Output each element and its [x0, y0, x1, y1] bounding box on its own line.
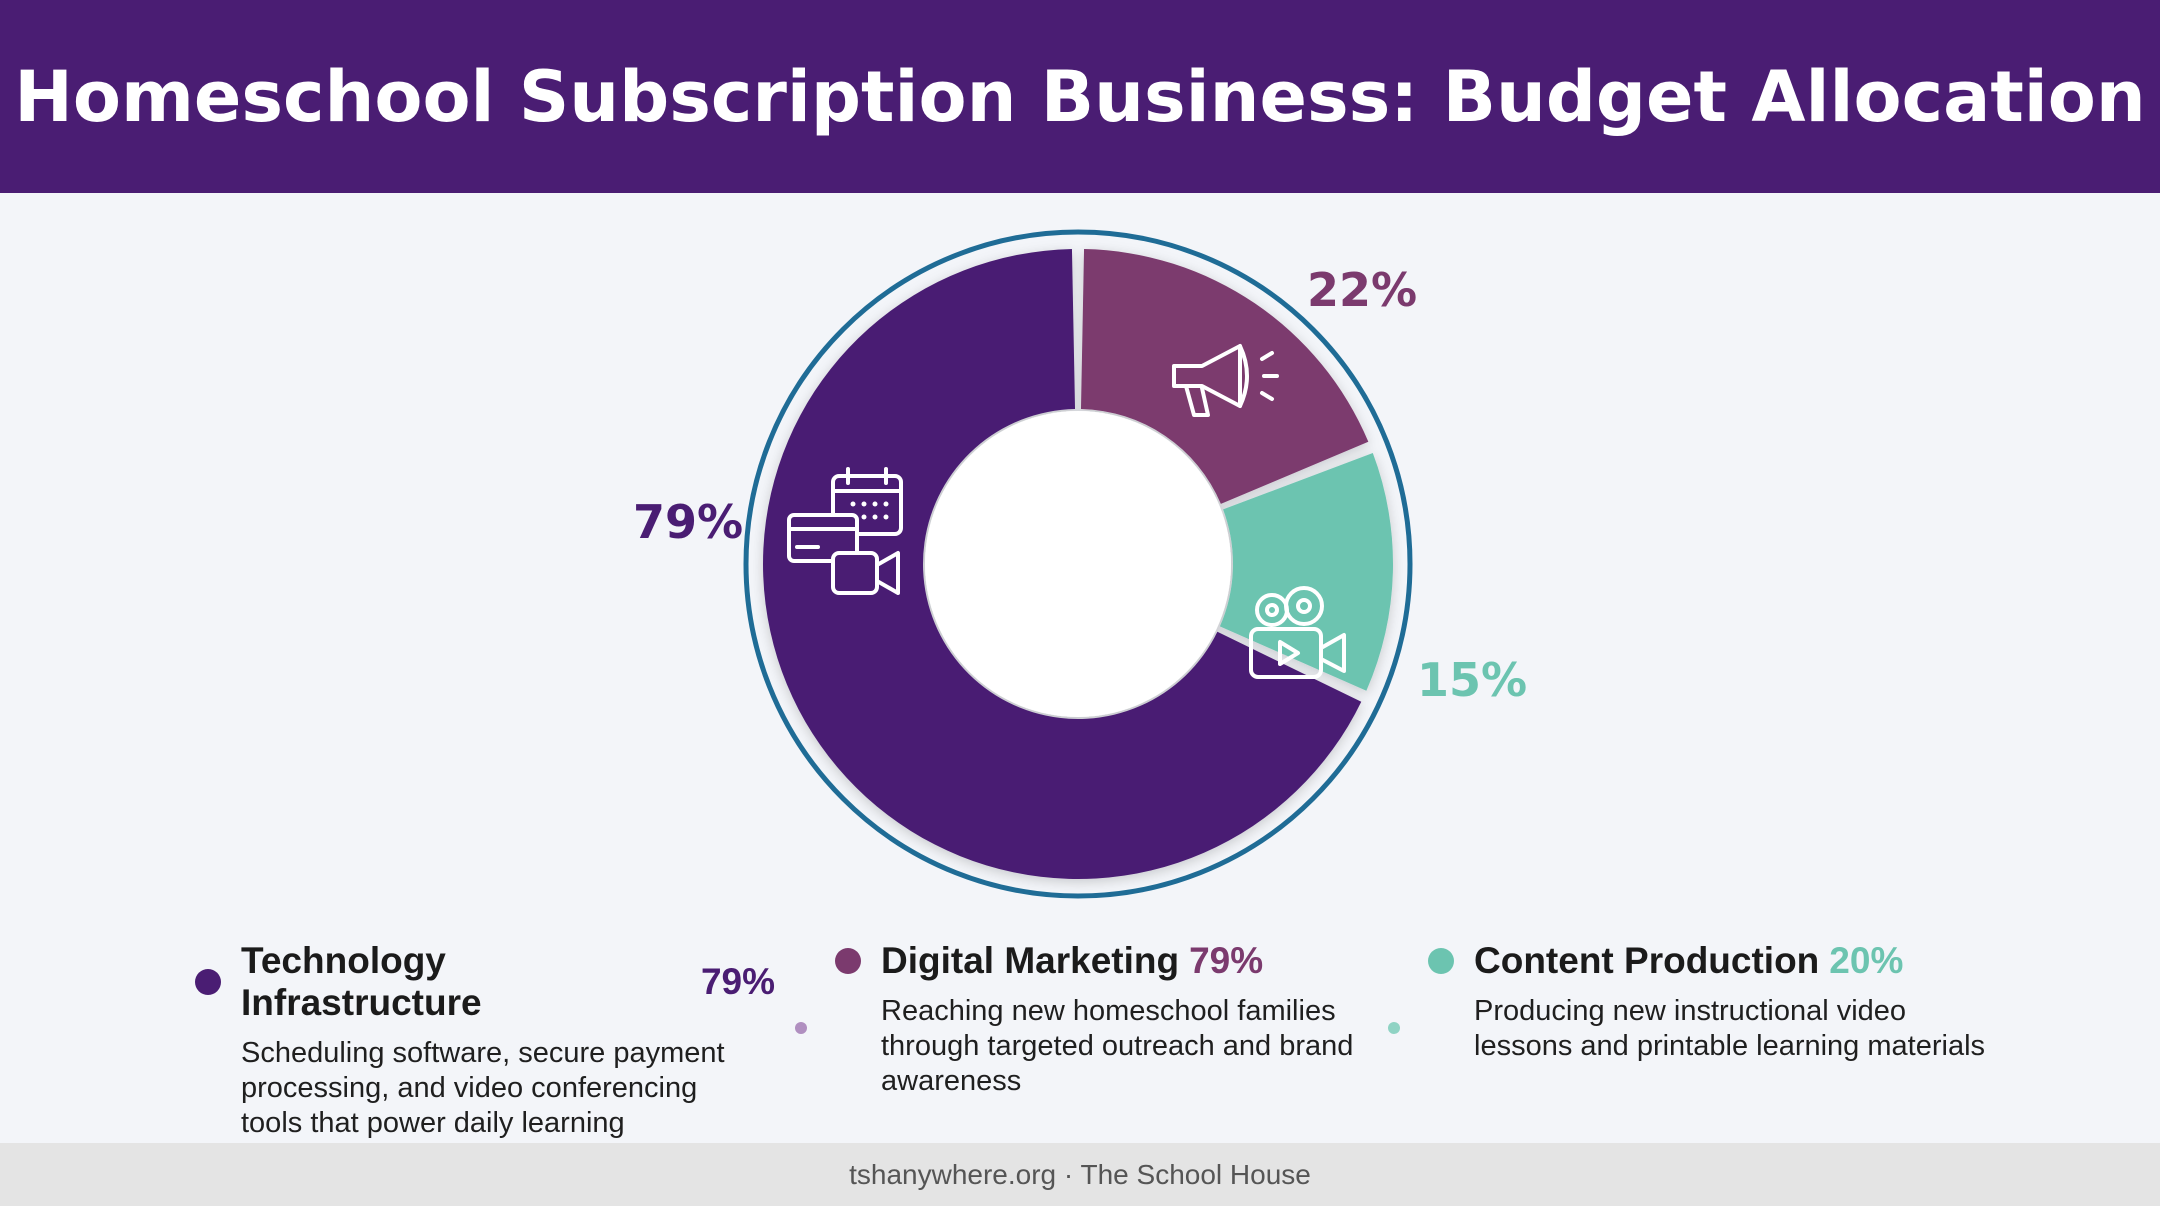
legend-title-content: Content Production [1474, 940, 1820, 981]
header-bar: Homeschool Subscription Business: Budget… [0, 0, 2160, 193]
outer-ring [743, 229, 1413, 899]
separator-dot [1388, 1022, 1400, 1034]
legend-item-content: Content Production 20% Producing new ins… [1428, 940, 2008, 1064]
legend-desc-marketing: Reaching new homeschool families through… [881, 995, 1354, 1097]
legend-item-marketing: Digital Marketing 79% Reaching new homes… [835, 940, 1415, 1099]
legend: Technology Infrastructure 79% Scheduling… [0, 940, 2160, 1140]
slice-label-marketing: 22% [1307, 263, 1418, 317]
donut-chart [743, 229, 1413, 899]
slice-content-production [1219, 453, 1393, 691]
legend-desc-content: Producing new instructional video lesson… [1474, 995, 1986, 1062]
megaphone-icon [1172, 344, 1279, 417]
slice-label-content: 15% [1417, 653, 1528, 707]
legend-pct-marketing: 79% [1189, 940, 1264, 981]
slice-digital-marketing [1080, 249, 1369, 504]
legend-desc-technology: Scheduling software, secure payment proc… [241, 1037, 725, 1139]
slice-label-technology: 79% [633, 495, 744, 549]
legend-pct-content: 20% [1829, 940, 1904, 981]
separator-dot [795, 1022, 807, 1034]
page-title: Homeschool Subscription Business: Budget… [14, 55, 2146, 138]
legend-item-technology: Technology Infrastructure 79% Scheduling… [195, 940, 775, 1141]
donut-chart-area: 79% 22% 15% [0, 193, 2160, 1143]
calendar-payment-video-icon [787, 467, 903, 595]
legend-title-marketing: Digital Marketing [881, 940, 1180, 981]
slice-technology-infrastructure [763, 249, 1362, 879]
legend-dot-content [1428, 948, 1454, 974]
legend-pct-technology: 79% [700, 961, 775, 1002]
legend-title-technology: Technology Infrastructure [241, 940, 482, 1023]
donut-hole [925, 411, 1231, 717]
legend-dot-technology [195, 969, 221, 995]
video-camera-icon [1249, 586, 1346, 679]
footer: tshanywhere.org · The School House [0, 1143, 2160, 1206]
footer-text: tshanywhere.org · The School House [849, 1158, 1311, 1190]
legend-dot-marketing [835, 948, 861, 974]
